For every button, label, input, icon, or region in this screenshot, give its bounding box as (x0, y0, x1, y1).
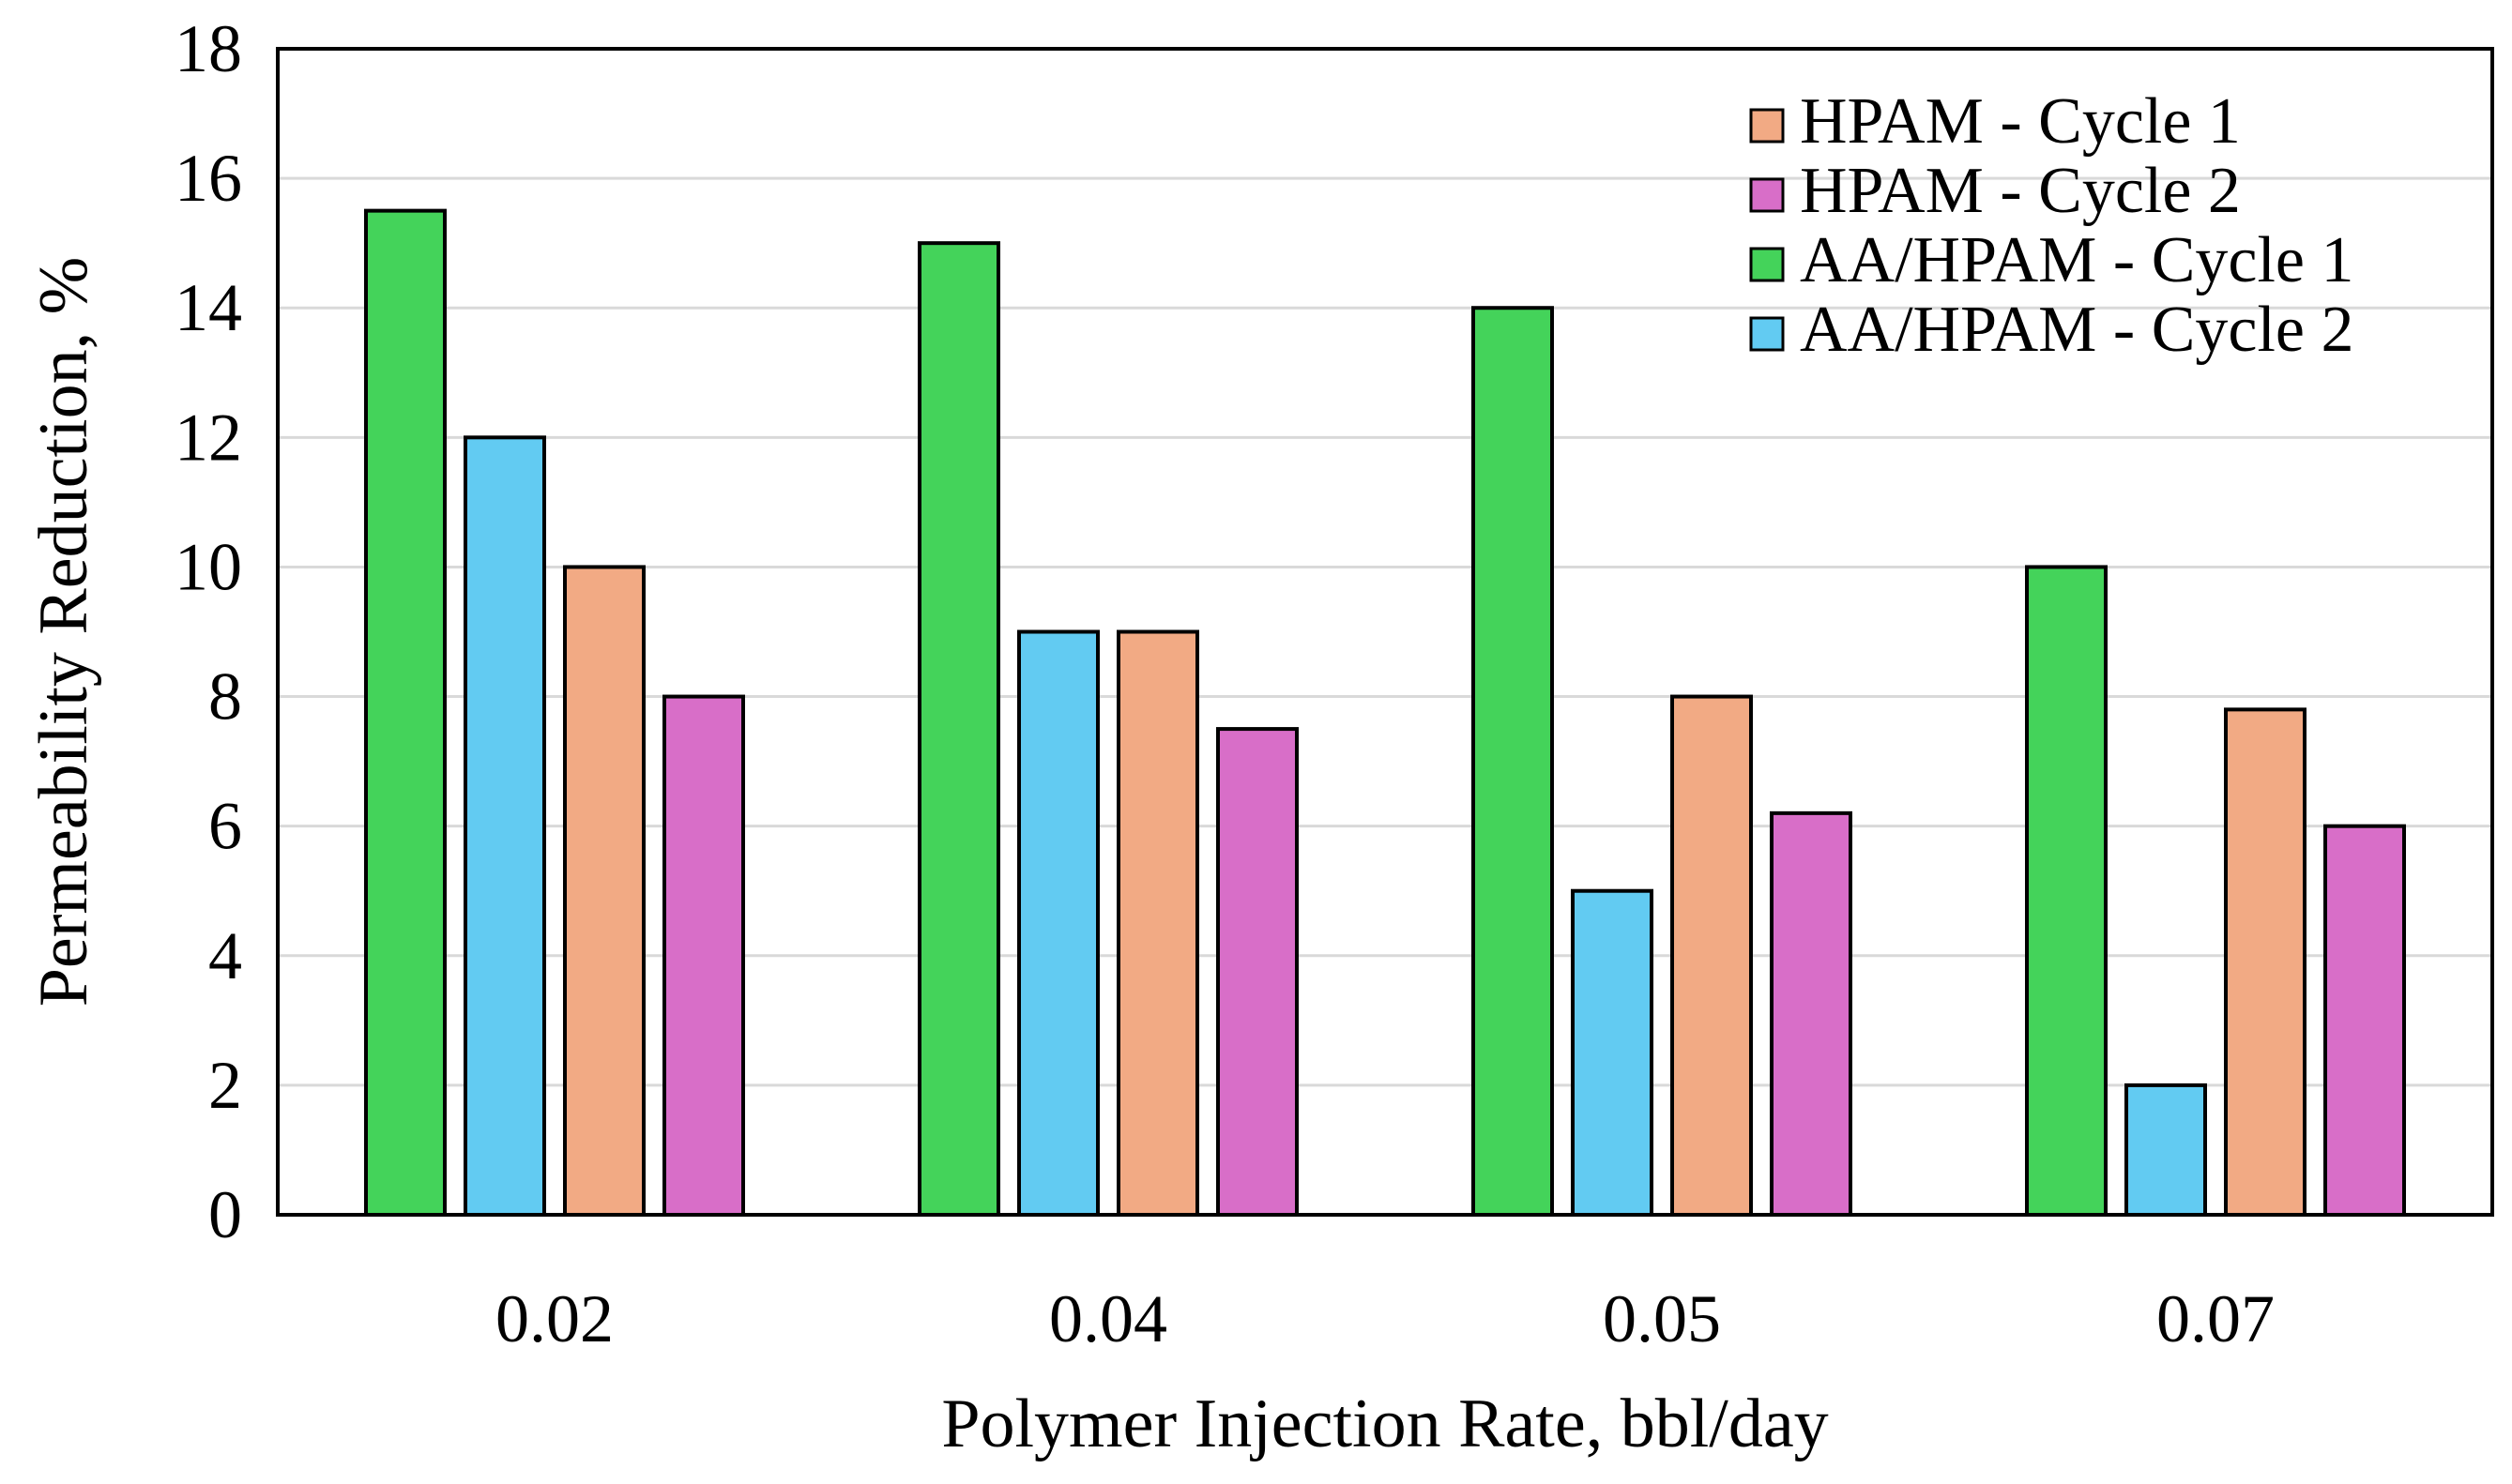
y-tick-label: 12 (175, 400, 242, 475)
bar-hpam-cycle-1-0.02 (563, 565, 646, 1217)
legend-swatch (1749, 108, 1785, 144)
gridlines (278, 176, 2492, 1087)
bar-aa-hpam-cycle-1-0.04 (918, 241, 1000, 1218)
legend-swatch (1749, 316, 1785, 352)
legend-label: AA/HPAM - Cycle 2 (1800, 294, 2354, 366)
bar-hpam-cycle-1-0.05 (1670, 694, 1753, 1217)
bar-hpam-cycle-1-0.07 (2224, 707, 2306, 1217)
bar-hpam-cycle-2-0.05 (1770, 810, 1852, 1217)
bar-hpam-cycle-2-0.04 (1216, 727, 1299, 1217)
x-tick-label: 0.02 (495, 1281, 614, 1356)
plot-area-frame (276, 47, 2494, 1217)
bar-aa-hpam-cycle-2-0.05 (1571, 888, 1653, 1217)
bar-hpam-cycle-1-0.04 (1117, 629, 1199, 1217)
y-tick-label: 18 (175, 11, 242, 86)
bar-aa-hpam-cycle-1-0.02 (364, 208, 447, 1217)
x-axis-title: Polymer Injection Rate, bbl/day (941, 1386, 1828, 1462)
bar-aa-hpam-cycle-1-0.05 (1471, 306, 1554, 1217)
bar-hpam-cycle-2-0.07 (2323, 824, 2406, 1218)
bar-aa-hpam-cycle-2-0.07 (2124, 1083, 2207, 1218)
x-tick-label: 0.04 (1049, 1281, 1167, 1356)
x-tick-label: 0.05 (1603, 1281, 1721, 1356)
legend-label: HPAM - Cycle 1 (1800, 85, 2241, 158)
y-tick-label: 16 (175, 141, 242, 216)
y-tick-label: 4 (208, 918, 242, 993)
bar-aa-hpam-cycle-1-0.07 (2025, 565, 2108, 1217)
bar-aa-hpam-cycle-2-0.04 (1017, 629, 1100, 1217)
bars (364, 208, 2406, 1218)
y-axis-ticks: 0 2 4 6 8 10 12 14 16 18 (175, 11, 242, 1252)
legend-swatch (1749, 177, 1785, 213)
x-axis-ticks: 0.02 0.04 0.05 0.07 (495, 1281, 2275, 1356)
y-tick-label: 2 (208, 1048, 242, 1123)
y-axis-title: Permeability Reduction, % (25, 257, 102, 1007)
y-tick-label: 6 (208, 789, 242, 864)
bar-hpam-cycle-2-0.02 (662, 694, 745, 1217)
x-tick-label: 0.07 (2156, 1281, 2275, 1356)
bar-aa-hpam-cycle-2-0.02 (464, 435, 546, 1218)
y-tick-label: 8 (208, 659, 242, 734)
legend-label: HPAM - Cycle 2 (1800, 155, 2241, 227)
legend-swatch (1749, 247, 1785, 282)
y-tick-label: 14 (175, 270, 242, 345)
legend-label: AA/HPAM - Cycle 1 (1800, 224, 2354, 296)
y-tick-label: 10 (175, 529, 242, 604)
y-tick-label: 0 (208, 1177, 242, 1252)
